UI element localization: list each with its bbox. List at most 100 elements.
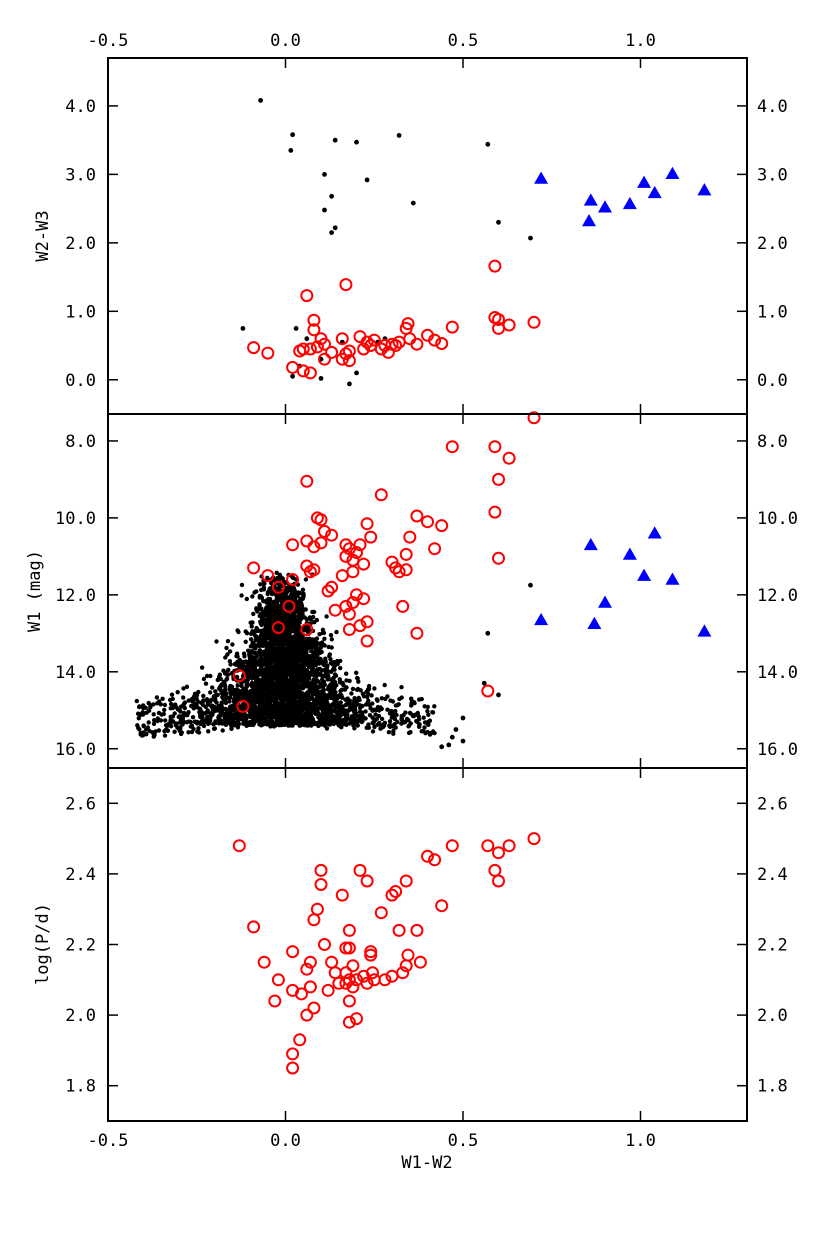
- cloud-point: [224, 695, 230, 700]
- data-point-circle: [396, 599, 410, 613]
- cloud-point: [291, 717, 297, 722]
- cloud-point: [262, 639, 267, 645]
- data-point-circle: [410, 626, 424, 640]
- ytick-label-right: 4.0: [757, 97, 788, 117]
- cloud-point: [203, 681, 209, 686]
- cloud-point: [249, 624, 254, 629]
- cloud-point: [224, 645, 229, 651]
- data-point-circle: [318, 352, 331, 366]
- cloud-point: [309, 710, 314, 715]
- data-point-circle: [342, 923, 356, 937]
- cloud-point: [379, 696, 384, 701]
- cloud-point: [295, 599, 300, 604]
- cloud-point: [234, 651, 240, 656]
- cloud-point: [293, 657, 298, 662]
- cloud-point: [240, 703, 246, 708]
- cloud-point: [161, 711, 166, 717]
- cloud-point: [354, 687, 360, 692]
- cloud-point: [350, 686, 356, 692]
- cloud-point: [290, 616, 296, 621]
- data-point-triangle: [665, 572, 680, 585]
- data-point-circle: [286, 360, 300, 374]
- cloud-point: [297, 723, 302, 728]
- cloud-point: [310, 614, 316, 620]
- cloud-point: [269, 715, 274, 721]
- cloud-point: [286, 659, 291, 664]
- data-point-circle: [428, 853, 442, 867]
- cloud-point: [243, 639, 248, 644]
- cloud-point: [253, 706, 258, 712]
- cloud-point: [181, 695, 186, 700]
- data-point-circle: [271, 621, 285, 635]
- cloud-point: [274, 656, 280, 662]
- data-point-circle: [396, 966, 410, 980]
- cloud-point: [299, 713, 304, 718]
- cloud-point: [275, 597, 280, 602]
- cloud-point: [215, 706, 220, 711]
- cloud-point: [322, 643, 327, 648]
- cloud-point: [413, 712, 418, 718]
- data-point-circle: [314, 863, 328, 877]
- cloud-point: [246, 672, 251, 677]
- ytick-label-left: 1.0: [65, 302, 96, 322]
- cloud-point: [399, 717, 404, 722]
- cloud-point: [147, 728, 152, 734]
- cloud-point: [310, 645, 315, 650]
- cloud-point: [254, 607, 259, 612]
- cloud-point: [315, 640, 320, 646]
- cloud-point: [244, 664, 250, 669]
- data-point-circle: [286, 538, 300, 552]
- ylabel-top: W2-W3: [33, 210, 53, 261]
- data-point-triangle: [598, 595, 612, 608]
- data-point-circle: [492, 313, 505, 326]
- cloud-point: [334, 719, 340, 724]
- data-point-circle: [399, 563, 413, 577]
- cloud-point: [243, 629, 248, 634]
- ytick-label-right: 2.6: [757, 794, 788, 814]
- cloud-point: [263, 671, 268, 677]
- data-point-circle: [389, 339, 403, 352]
- cloud-point: [257, 657, 262, 663]
- cloud-point: [323, 667, 328, 672]
- data-point-circle: [295, 987, 308, 1001]
- ytick-label-left: 2.6: [65, 794, 96, 814]
- cloud-point: [280, 656, 286, 661]
- cloud-point: [291, 637, 296, 643]
- cloud-point: [379, 716, 385, 722]
- data-point-triangle: [647, 185, 662, 199]
- cloud-point: [314, 636, 320, 641]
- cloud-point: [385, 707, 390, 712]
- cloud-point: [303, 682, 309, 687]
- cloud-point: [205, 714, 210, 720]
- cloud-point: [261, 628, 266, 633]
- cloud-point: [215, 677, 220, 683]
- cloud-point: [291, 663, 296, 668]
- cloud-point: [339, 725, 344, 730]
- cloud-point: [328, 712, 334, 717]
- cloud-point: [337, 694, 343, 700]
- cloud-point: [386, 730, 392, 735]
- cloud-point: [189, 729, 195, 735]
- data-point-dot: [293, 326, 299, 331]
- data-point-circle: [346, 565, 360, 579]
- data-point-circle: [310, 340, 324, 354]
- marks-middle: [134, 411, 712, 750]
- data-point-circle: [502, 839, 516, 853]
- cloud-point: [419, 696, 424, 702]
- data-point-circle: [364, 948, 378, 962]
- data-point-circle: [261, 346, 275, 360]
- data-point-dot: [528, 582, 533, 588]
- cloud-point: [325, 700, 330, 705]
- ytick-label-left: 12.0: [55, 586, 96, 606]
- cloud-point: [228, 704, 233, 709]
- data-point-circle: [268, 994, 282, 1008]
- data-point-triangle: [637, 568, 652, 581]
- cloud-point: [298, 616, 304, 622]
- cloud-point: [165, 728, 170, 733]
- cloud-point: [282, 703, 288, 708]
- cloud-point: [356, 717, 361, 723]
- cloud-point: [307, 657, 313, 663]
- cloud-point: [226, 667, 231, 673]
- cloud-point: [220, 695, 225, 700]
- cloud-point: [287, 708, 292, 713]
